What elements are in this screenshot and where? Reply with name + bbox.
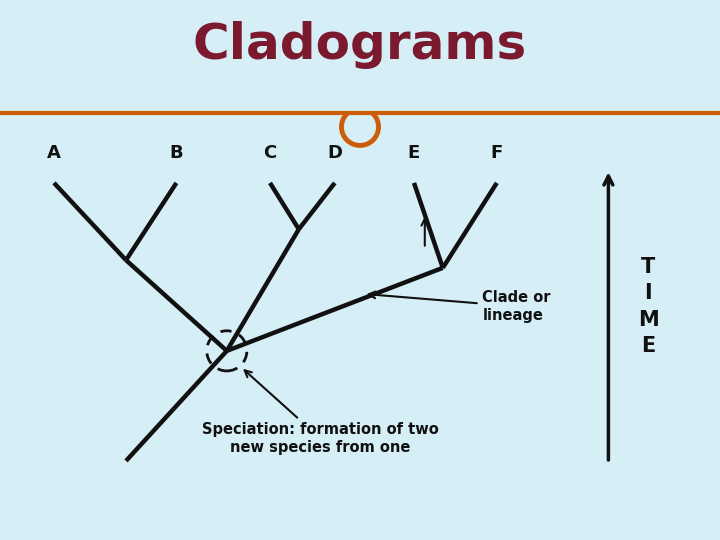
Text: Speciation: formation of two
new species from one: Speciation: formation of two new species… [202,370,438,455]
Text: E: E [408,144,420,161]
Text: C: C [264,144,276,161]
Text: Cladograms: Cladograms [193,22,527,69]
Text: T
I
M
E: T I M E [638,257,658,356]
Text: D: D [328,144,342,161]
Text: Clade or
lineage: Clade or lineage [369,291,551,322]
Text: A: A [47,144,61,161]
Text: F: F [490,144,503,161]
Text: B: B [170,144,183,161]
